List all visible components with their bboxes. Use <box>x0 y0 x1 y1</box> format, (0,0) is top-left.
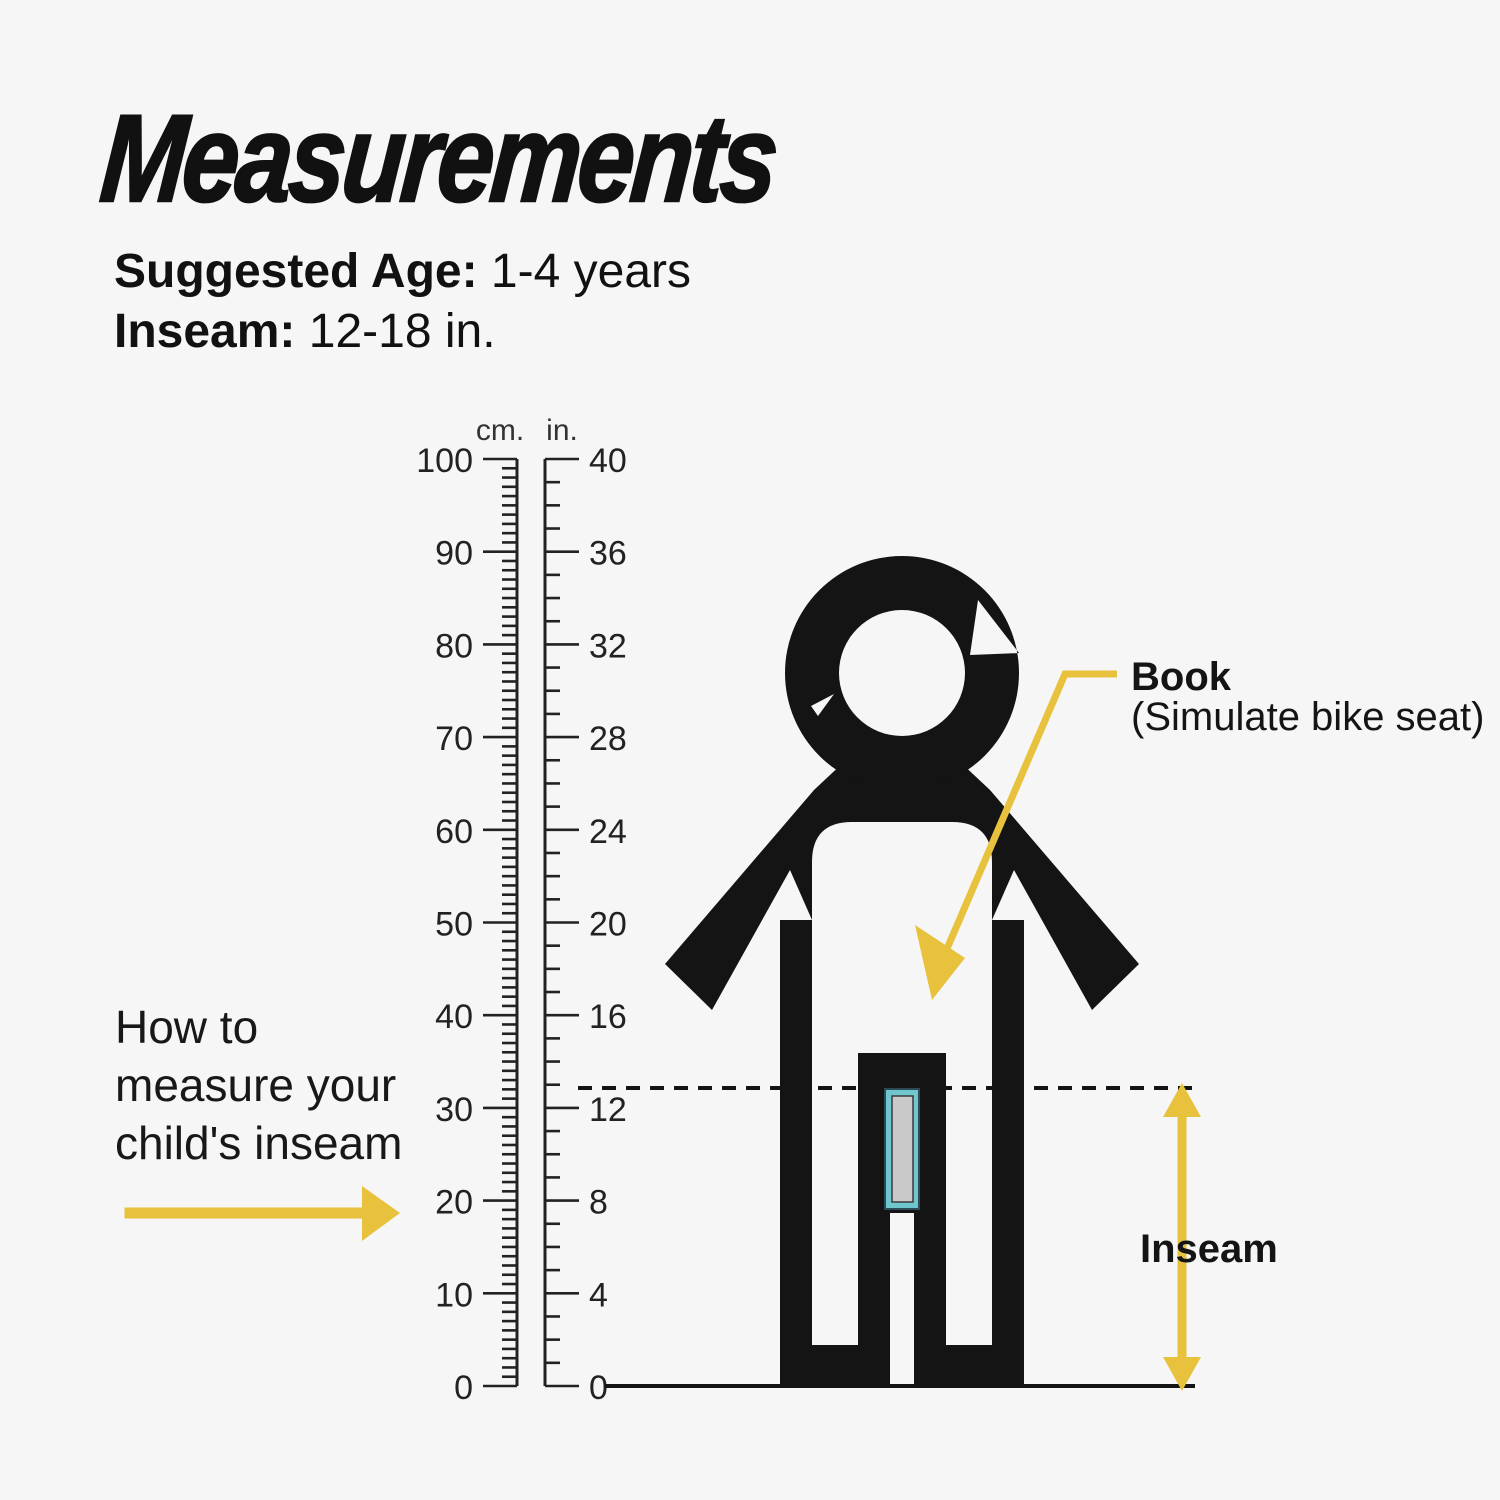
svg-text:(Simulate bike seat): (Simulate bike seat) <box>1131 695 1484 739</box>
svg-text:Inseam: Inseam <box>1140 1227 1278 1271</box>
svg-text:Book: Book <box>1131 655 1232 699</box>
